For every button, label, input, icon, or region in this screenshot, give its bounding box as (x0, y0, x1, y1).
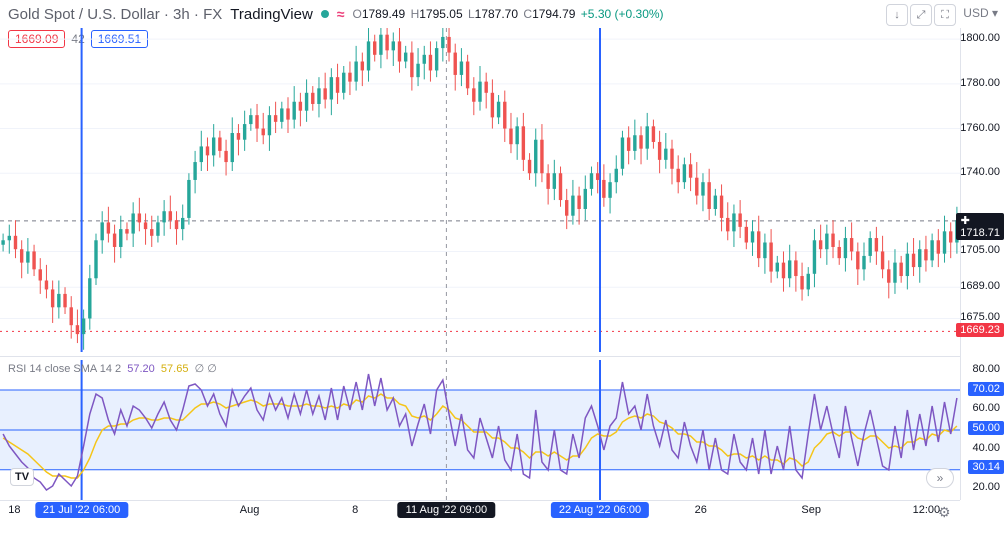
time-x-axis[interactable]: 18 Aug 8 26 Sep 12:00 21 Jul '22 06:00 11 Aug '… (0, 502, 960, 524)
y-tick: 1760.00 (960, 122, 1000, 134)
rsi-pane[interactable]: RSI 14 close SMA 14 2 57.20 57.65 ∅ ∅ (0, 360, 960, 500)
brand-label: TradingView (230, 6, 313, 23)
rsi-y-tick: 20.00 (960, 481, 1000, 493)
rsi-band-mid-label: 50.00 (968, 421, 1004, 435)
current-price-label: ✚ 1718.71 (956, 213, 1004, 240)
y-tick: 1675.00 (960, 311, 1000, 323)
y-tick: 1705.00 (960, 244, 1000, 256)
symbol-title[interactable]: Gold Spot / U.S. Dollar · 3h · FX (8, 6, 222, 23)
x-tick: 8 (352, 504, 358, 516)
tradingview-logo-icon[interactable]: TV (10, 468, 34, 486)
y-tick: 1780.00 (960, 77, 1000, 89)
rsi-band-bot-label: 30.14 (968, 460, 1004, 474)
y-tick: 1800.00 (960, 32, 1000, 44)
x-tick: Aug (240, 504, 260, 516)
x-tick: Sep (801, 504, 821, 516)
status-dot-icon (321, 10, 329, 18)
rsi-legend: RSI 14 close SMA 14 2 57.20 57.65 ∅ ∅ (8, 362, 217, 375)
price-y-axis[interactable]: 1800.00 1780.00 1760.00 1740.00 1705.00 1689.… (960, 28, 1004, 500)
x-tick-marker[interactable]: 21 Jul '22 06:00 (35, 502, 128, 518)
x-tick-marker[interactable]: 11 Aug '22 09:00 (398, 502, 495, 518)
x-tick: 18 (8, 504, 20, 516)
rsi-y-tick: 80.00 (960, 363, 1000, 375)
settings-gear-icon[interactable]: ⚙ (938, 504, 954, 520)
rsi-y-tick: 60.00 (960, 402, 1000, 414)
ohlc-readout: O1789.49 H1795.05 L1787.70 C1794.79 +5.3… (352, 7, 663, 21)
price-chart-pane[interactable] (0, 28, 960, 352)
approx-icon: ≈ (337, 6, 345, 22)
x-tick-marker[interactable]: 22 Aug '22 06:00 (551, 502, 649, 518)
y-tick: 1689.00 (960, 280, 1000, 292)
rsi-band-top-label: 70.02 (968, 382, 1004, 396)
alert-price-label: 1669.23 (956, 323, 1004, 337)
scroll-right-button[interactable]: » (926, 468, 954, 488)
x-tick: 12:00 (913, 504, 941, 516)
x-tick: 26 (695, 504, 707, 516)
y-tick: 1740.00 (960, 166, 1000, 178)
rsi-y-tick: 40.00 (960, 442, 1000, 454)
